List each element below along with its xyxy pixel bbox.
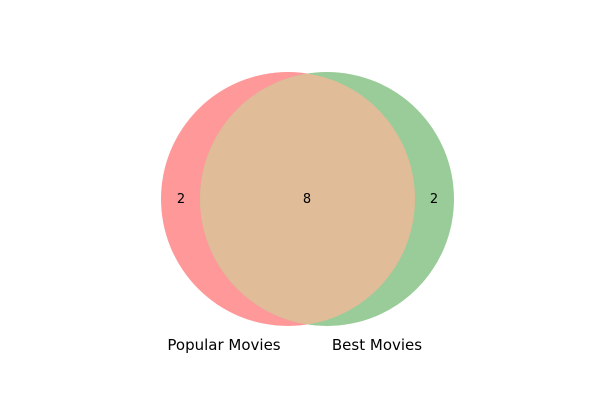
intersection-count: 8 (303, 192, 311, 207)
set-a-label: Popular Movies (167, 336, 280, 354)
set-b-only-count: 2 (430, 192, 438, 207)
set-a-only-count: 2 (177, 192, 185, 207)
intersection-region (200, 72, 415, 326)
set-b-label: Best Movies (332, 336, 422, 354)
